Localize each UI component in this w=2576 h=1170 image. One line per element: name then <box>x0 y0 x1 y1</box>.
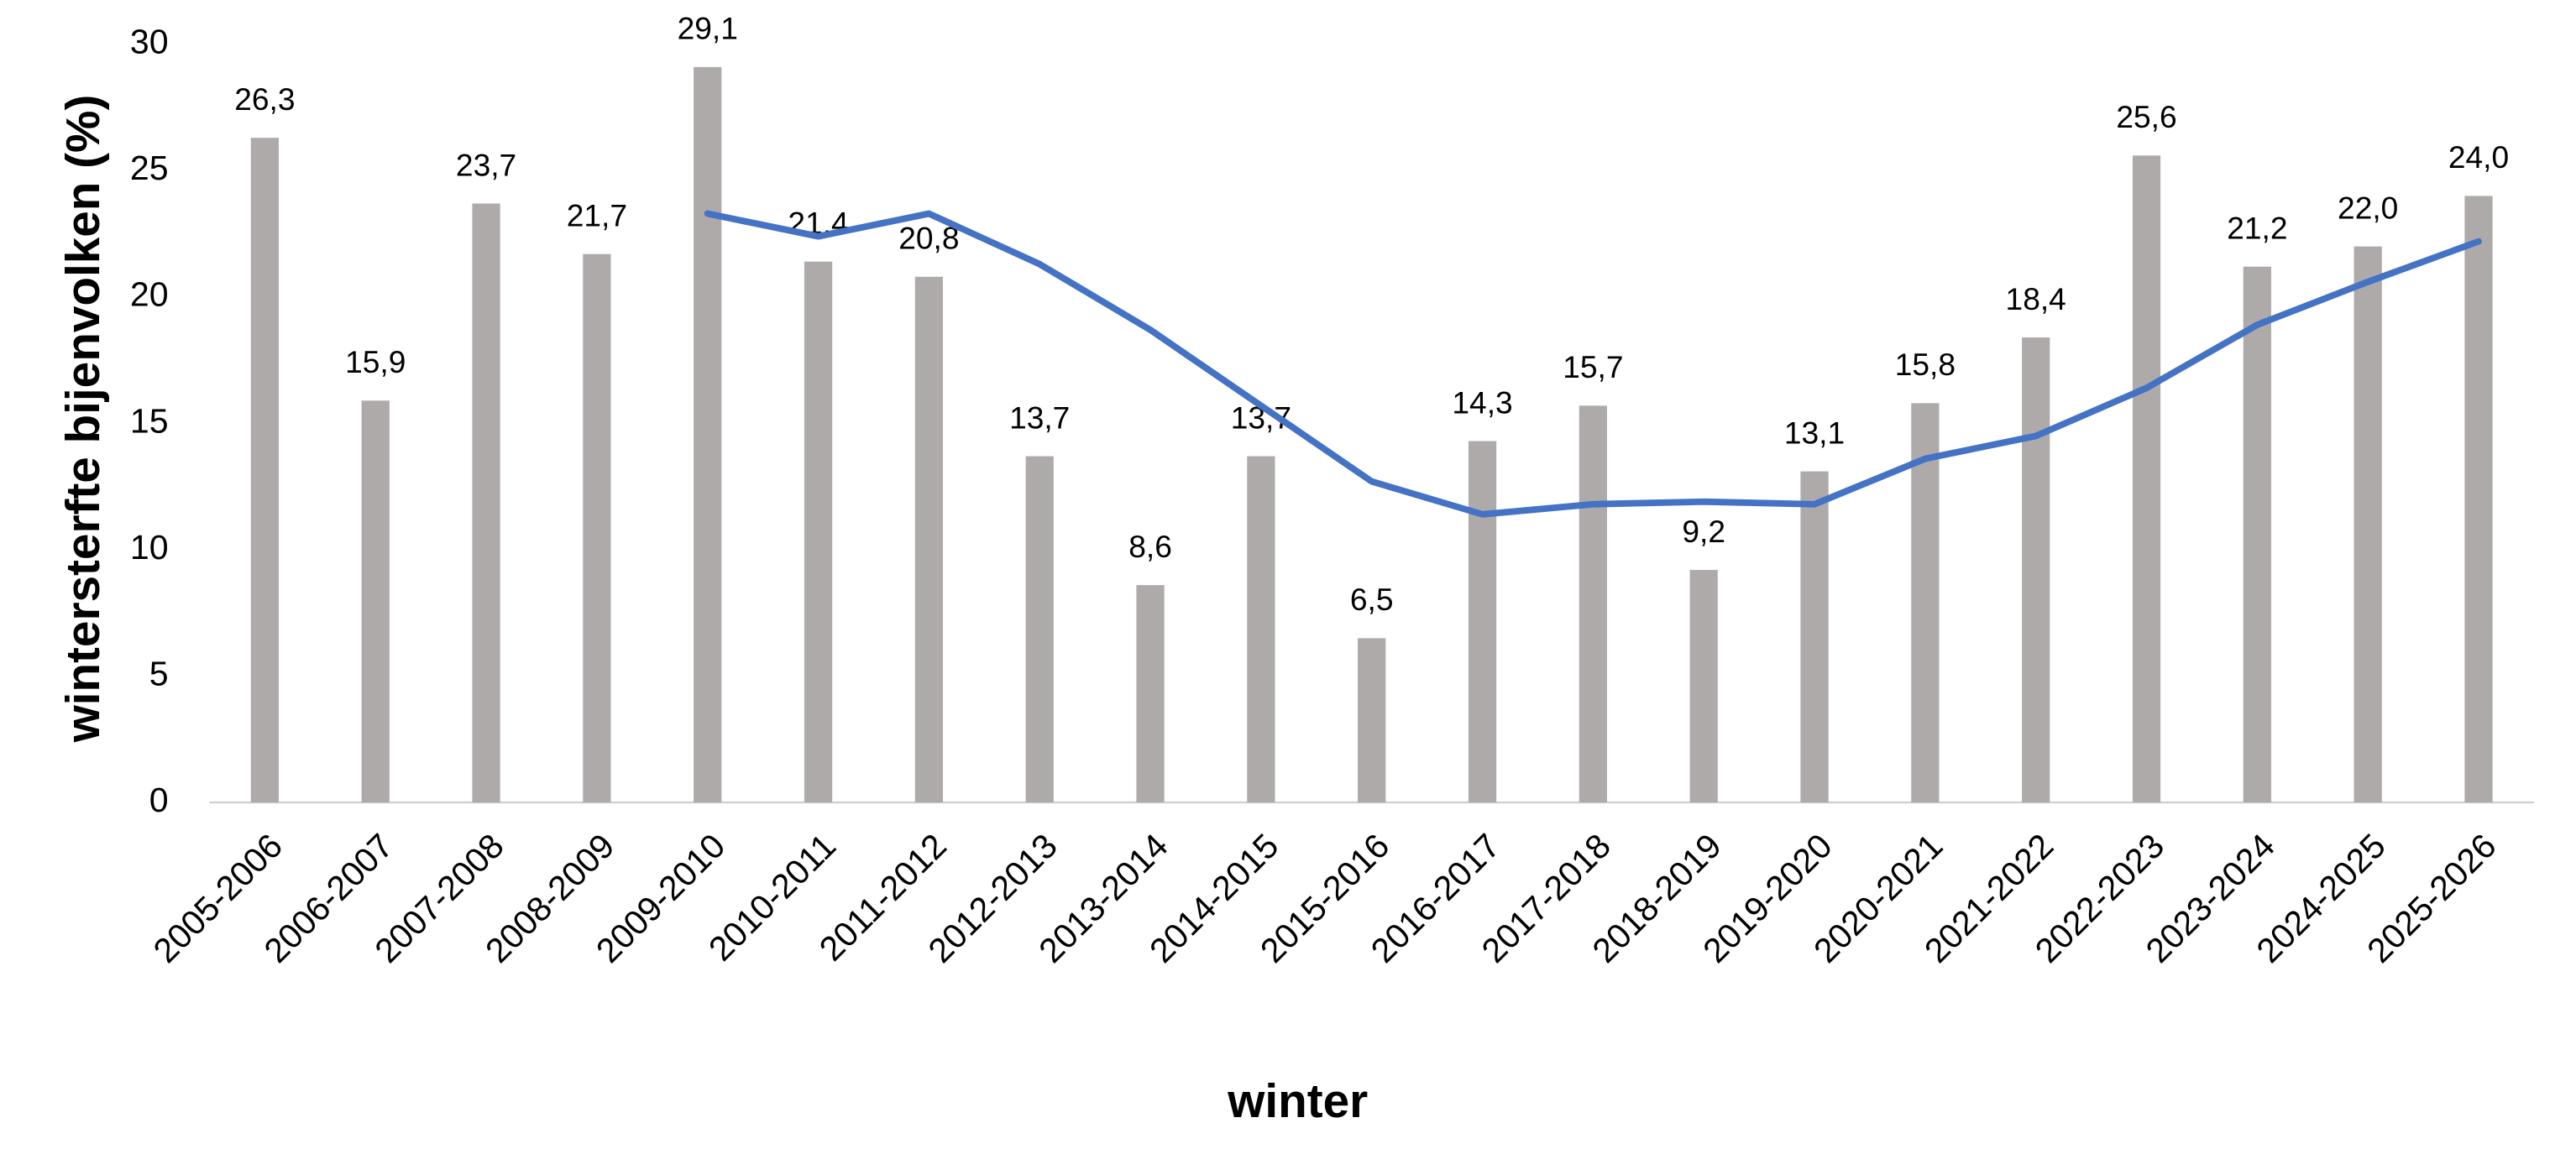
data-label: 29,1 <box>678 11 738 46</box>
bar <box>1911 403 1940 803</box>
y-tick-label: 10 <box>130 528 169 567</box>
bar <box>1247 456 1275 803</box>
bar <box>1689 570 1718 803</box>
data-label: 13,1 <box>1784 415 1845 450</box>
y-tick-label: 30 <box>130 23 169 61</box>
bar <box>2132 155 2161 803</box>
data-label: 15,9 <box>345 344 406 379</box>
bar <box>2022 337 2050 803</box>
data-label: 24,0 <box>2448 139 2509 175</box>
bar <box>804 261 833 803</box>
data-label: 15,7 <box>1563 349 1623 384</box>
y-tick-label: 15 <box>130 401 169 440</box>
bar <box>1136 585 1165 803</box>
data-label: 25,6 <box>2116 99 2176 134</box>
data-label: 9,2 <box>1682 514 1725 549</box>
data-label: 6,5 <box>1350 582 1394 617</box>
bar <box>2243 266 2271 803</box>
y-tick-label: 25 <box>130 149 169 187</box>
bar <box>2353 246 2382 803</box>
bar <box>361 400 390 803</box>
bar <box>914 276 944 803</box>
bar <box>1025 456 1054 803</box>
y-tick-label: 5 <box>149 654 169 692</box>
y-axis-title: wintersterfte bijenvolken (%) <box>57 95 110 744</box>
bar <box>472 203 500 803</box>
bar <box>1468 441 1497 803</box>
data-label: 18,4 <box>2006 281 2066 316</box>
bar <box>1800 471 1829 803</box>
data-label: 14,3 <box>1452 384 1512 420</box>
bar <box>583 253 611 803</box>
bar <box>2464 196 2493 803</box>
trend-line <box>704 210 2482 518</box>
x-axis-title: winter <box>1227 1075 1368 1128</box>
data-label: 23,7 <box>456 147 516 182</box>
data-label: 13,7 <box>1009 400 1070 435</box>
data-label: 8,6 <box>1128 529 1172 564</box>
y-tick-label: 0 <box>149 781 169 819</box>
bar <box>1358 638 1386 803</box>
data-label: 26,3 <box>234 81 295 117</box>
bar <box>694 66 722 803</box>
bar <box>1579 405 1607 803</box>
data-label: 15,8 <box>1895 347 1956 382</box>
data-label: 21,2 <box>2227 211 2287 246</box>
data-label: 22,0 <box>2338 190 2398 225</box>
bar <box>250 138 280 803</box>
y-tick-label: 20 <box>130 275 169 314</box>
data-label: 21,7 <box>567 197 627 232</box>
